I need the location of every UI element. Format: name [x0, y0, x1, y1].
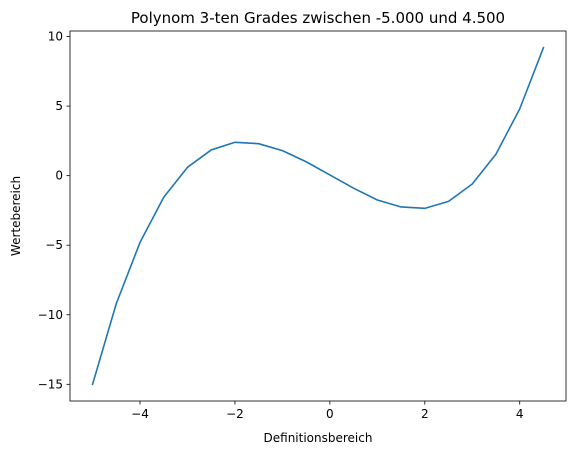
plot-frame — [69, 30, 567, 402]
y-axis-label: Wertebereich — [9, 176, 23, 256]
y-tick-label: −15 — [38, 377, 63, 391]
x-axis-label: Definitionsbereich — [264, 431, 373, 445]
y-axis-ticks: −15 −10 −5 0 5 10 — [38, 30, 70, 391]
x-tick-label: −4 — [131, 407, 149, 421]
x-tick-label: −2 — [226, 407, 244, 421]
x-axis-ticks: −4 −2 0 2 4 — [131, 401, 524, 421]
y-tick-label: 5 — [55, 99, 63, 113]
x-tick-label: 0 — [326, 407, 334, 421]
x-tick-label: 2 — [421, 407, 429, 421]
chart-title: Polynom 3-ten Grades zwischen -5.000 und… — [131, 9, 505, 27]
y-tick-label: 10 — [48, 30, 63, 44]
series-line — [91, 46, 545, 386]
y-tick-label: −10 — [38, 308, 63, 322]
y-tick-label: −5 — [45, 238, 63, 252]
x-tick-label: 4 — [516, 407, 524, 421]
y-tick-label: 0 — [55, 169, 63, 183]
